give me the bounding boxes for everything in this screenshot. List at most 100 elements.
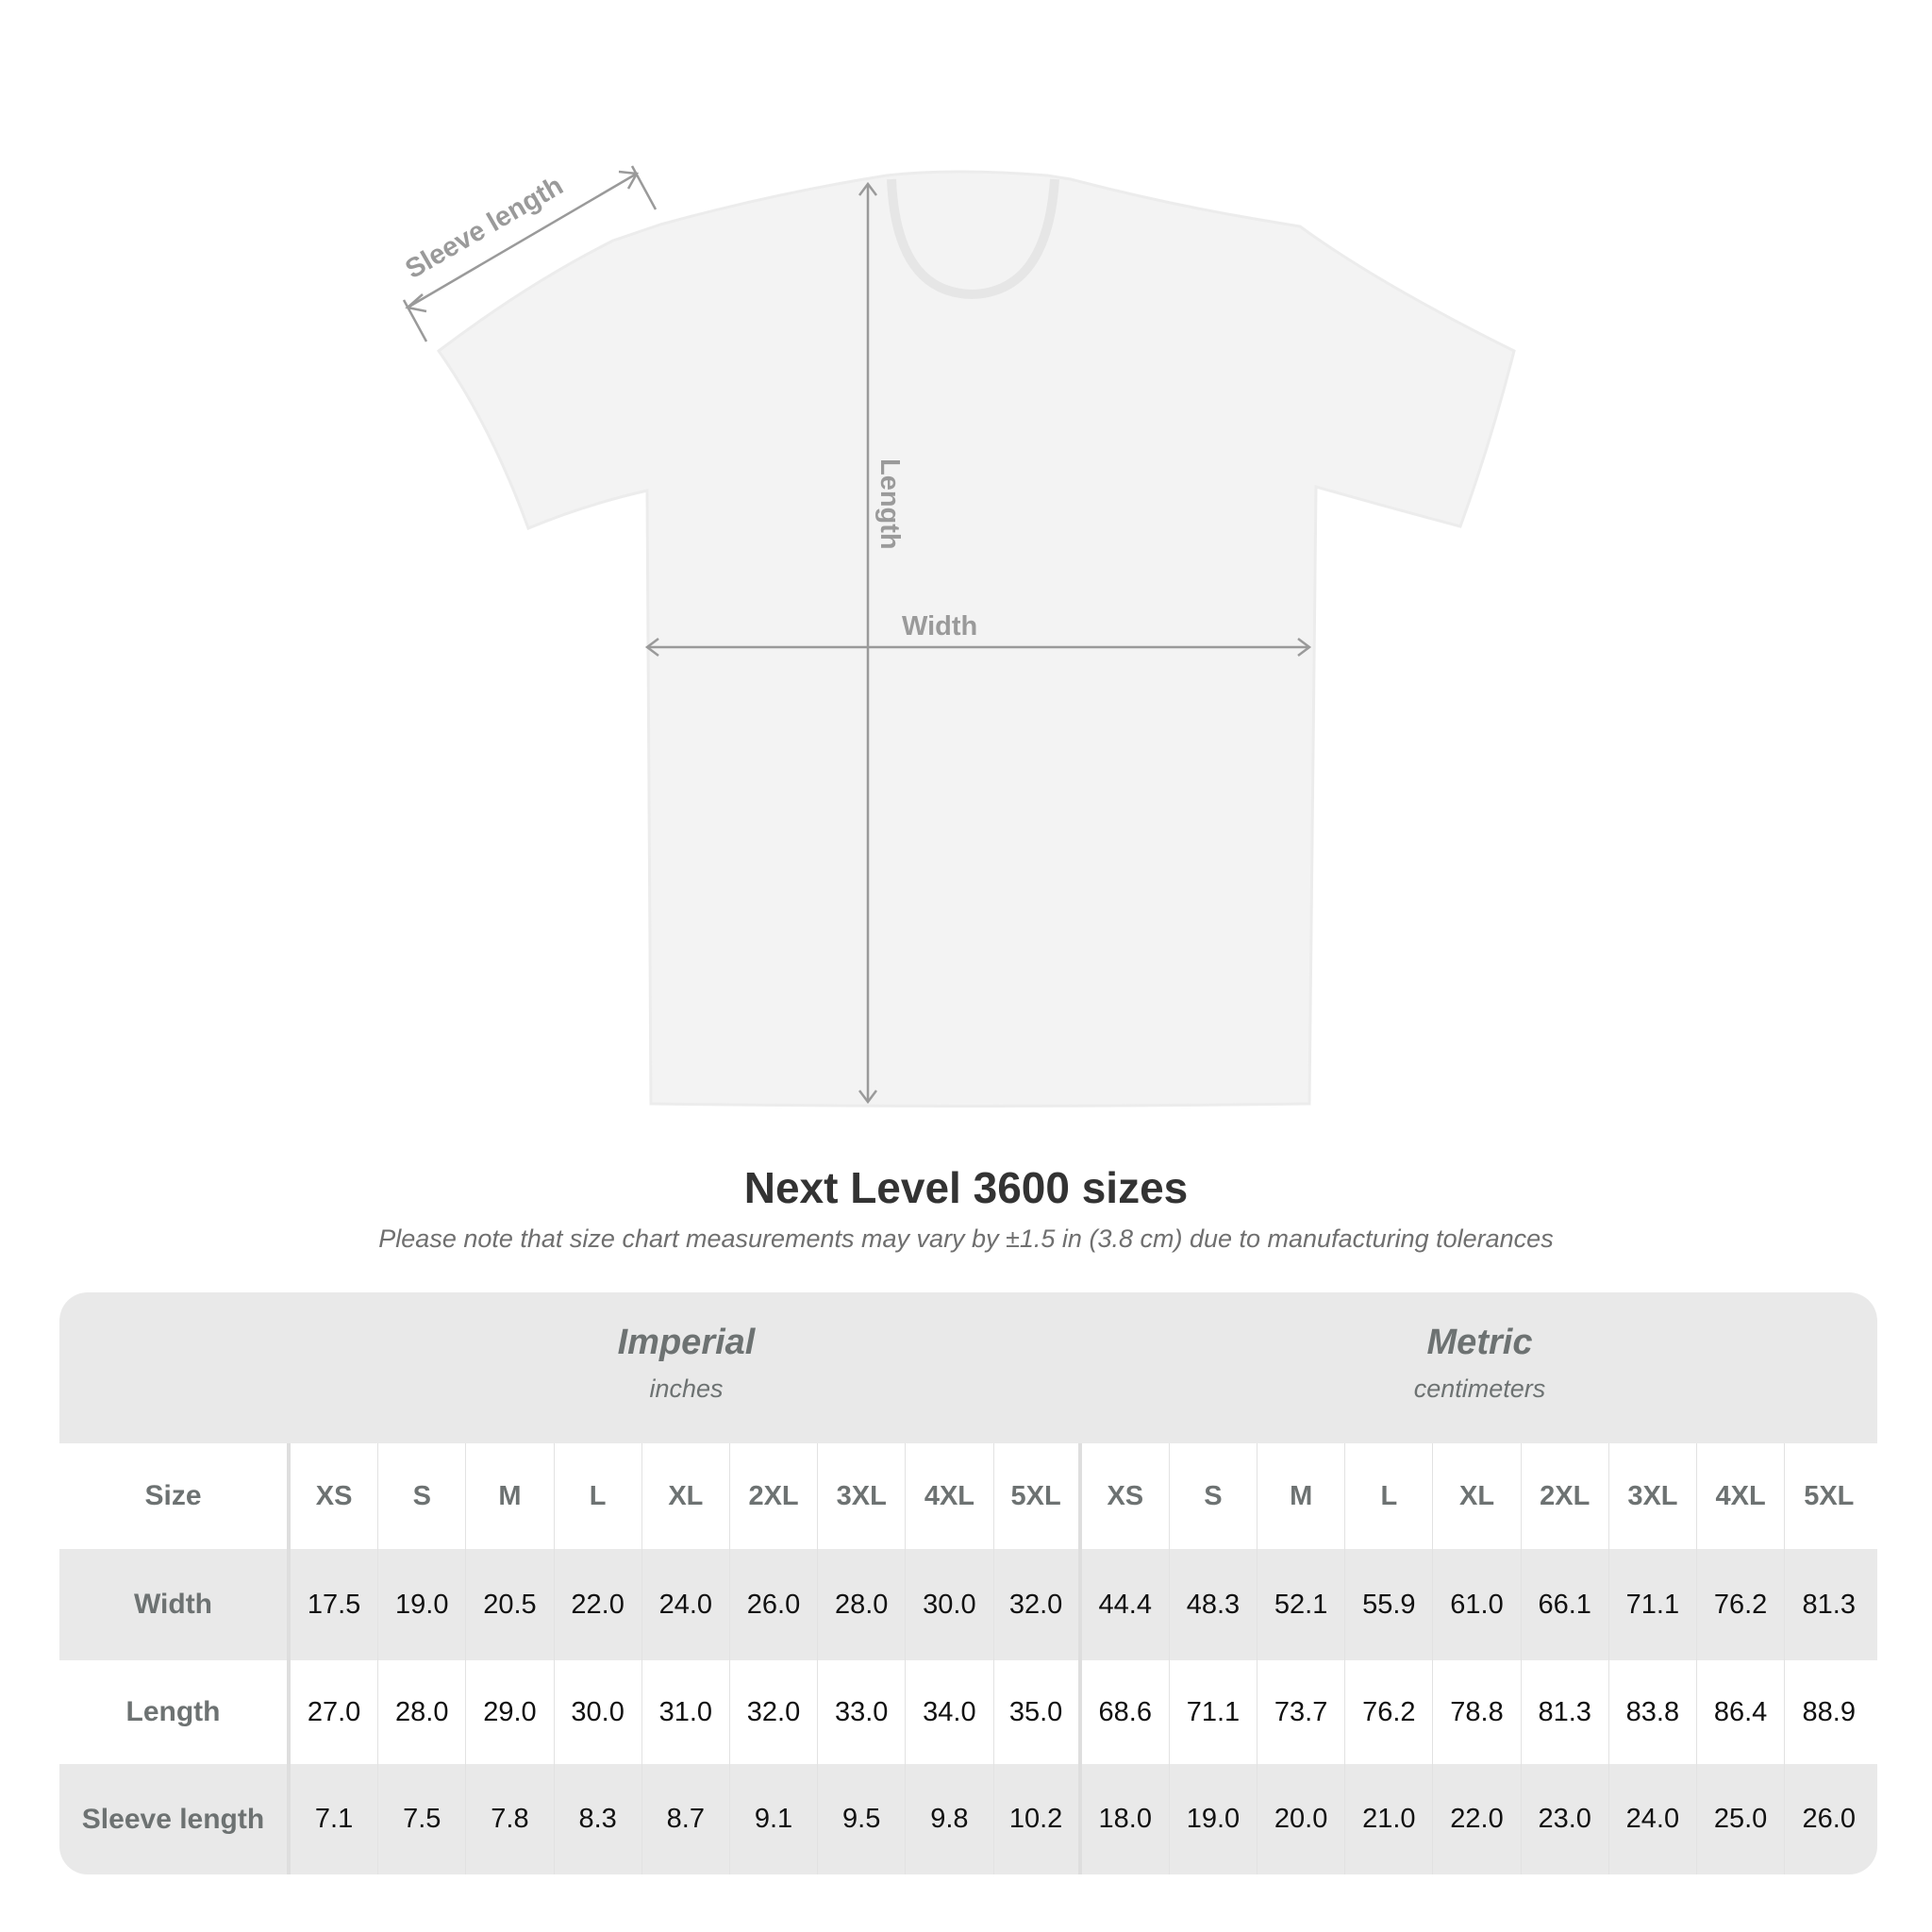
table-row: Length 27.0 28.0 29.0 30.0 31.0 32.0 33.0 34.0 35… <box>59 1660 1877 1764</box>
metric-value: 81.3 <box>1802 1589 1856 1620</box>
imperial-value: 35.0 <box>994 1660 1082 1764</box>
metric-unit: centimeters <box>1413 1374 1546 1403</box>
metric-header: Metric centimeters <box>1082 1292 1877 1443</box>
row-label: Length <box>59 1660 291 1764</box>
table-header-band <box>59 1292 1877 1443</box>
imperial-value: 8.3 <box>555 1764 642 1874</box>
size-header-imperial: 5XL <box>994 1443 1082 1549</box>
metric-value: 25.0 <box>1697 1764 1786 1874</box>
length-label: Length <box>874 458 905 550</box>
size-header-imperial: 3XL <box>818 1443 907 1549</box>
imperial-value: 28.0 <box>818 1549 907 1660</box>
metric-value: 26.0 <box>1802 1804 1856 1834</box>
metric-value: 88.9 <box>1802 1696 1856 1727</box>
size-header-imperial: XL <box>642 1443 730 1549</box>
metric-value: 21.0 <box>1345 1764 1434 1874</box>
imperial-value: 20.5 <box>466 1549 555 1660</box>
sleeve-arrow <box>407 172 638 309</box>
imperial-title: Imperial <box>617 1323 756 1362</box>
length-arrowhead-bottom <box>858 1090 877 1105</box>
size-header-metric: M <box>1257 1443 1346 1549</box>
imperial-value: 17.5 <box>291 1549 379 1660</box>
metric-value: 66.1 <box>1522 1549 1609 1660</box>
tshirt-diagram: Sleeve length Length Width <box>401 165 1516 1108</box>
metric-value: 20.0 <box>1257 1764 1346 1874</box>
imperial-value: 30.0 <box>906 1549 994 1660</box>
metric-value: 52.1 <box>1257 1549 1346 1660</box>
imperial-value: 33.0 <box>818 1660 907 1764</box>
size-header-imperial: XS <box>291 1443 379 1549</box>
imperial-value: 31.0 <box>642 1660 730 1764</box>
imperial-value: 7.5 <box>378 1764 467 1874</box>
row-label: Size <box>59 1443 291 1549</box>
size-chart-table: Imperial inches Metric centimeters Size X… <box>59 1292 1877 1874</box>
imperial-value: 24.0 <box>642 1549 730 1660</box>
metric-value: 86.4 <box>1697 1660 1786 1764</box>
metric-value: 48.3 <box>1170 1549 1258 1660</box>
metric-value: 73.7 <box>1257 1660 1346 1764</box>
metric-title: Metric <box>1426 1323 1533 1362</box>
imperial-value: 9.5 <box>818 1764 907 1874</box>
imperial-unit: inches <box>649 1374 724 1403</box>
table-row: Width 17.5 19.0 20.5 22.0 24.0 26.0 28.0 30.0 32.… <box>59 1549 1877 1660</box>
metric-value: 55.9 <box>1345 1549 1434 1660</box>
imperial-value: 8.7 <box>642 1764 730 1874</box>
metric-value: 83.8 <box>1609 1660 1697 1764</box>
sleeve-tick-start <box>402 299 428 342</box>
size-header-imperial: S <box>378 1443 467 1549</box>
size-header-metric: 4XL <box>1697 1443 1786 1549</box>
metric-value: 81.3 <box>1522 1660 1609 1764</box>
imperial-value: 10.2 <box>994 1764 1082 1874</box>
size-header-imperial: 2XL <box>730 1443 819 1549</box>
size-header-row: Size XS S M L XL 2XL 3XL 4XL 5XL XS S M L XL 2XL 3XL 4XL 5… <box>59 1443 1877 1549</box>
imperial-value: 22.0 <box>555 1549 642 1660</box>
size-header-imperial: L <box>555 1443 642 1549</box>
metric-value: 22.0 <box>1433 1764 1522 1874</box>
imperial-value: 34.0 <box>906 1660 994 1764</box>
imperial-value: 28.0 <box>378 1660 467 1764</box>
size-header-metric: 5XL <box>1804 1480 1855 1511</box>
size-header-imperial: 4XL <box>906 1443 994 1549</box>
metric-value: 19.0 <box>1170 1764 1258 1874</box>
metric-value: 18.0 <box>1082 1764 1170 1874</box>
imperial-value: 7.8 <box>466 1764 555 1874</box>
metric-value: 44.4 <box>1082 1549 1170 1660</box>
tshirt-collar <box>887 178 1059 300</box>
sleeve-arrowhead-end <box>618 170 640 190</box>
size-header-imperial: M <box>466 1443 555 1549</box>
size-header-metric: XL <box>1433 1443 1522 1549</box>
imperial-value: 27.0 <box>291 1660 379 1764</box>
width-arrowhead-left <box>644 638 659 657</box>
imperial-value: 30.0 <box>555 1660 642 1764</box>
imperial-value: 32.0 <box>994 1549 1082 1660</box>
imperial-value: 9.1 <box>730 1764 819 1874</box>
metric-value: 68.6 <box>1082 1660 1170 1764</box>
row-label: Sleeve length <box>59 1764 291 1874</box>
size-header-metric: XS <box>1082 1443 1170 1549</box>
tolerance-note: Please note that size chart measurements… <box>378 1224 1554 1253</box>
metric-value: 71.1 <box>1170 1660 1258 1764</box>
imperial-header: Imperial inches <box>291 1292 1082 1443</box>
metric-value: 76.2 <box>1345 1660 1434 1764</box>
metric-value: 24.0 <box>1609 1764 1697 1874</box>
imperial-value: 9.8 <box>906 1764 994 1874</box>
length-arrowhead-top <box>858 181 877 196</box>
metric-value: 71.1 <box>1609 1549 1697 1660</box>
imperial-value: 29.0 <box>466 1660 555 1764</box>
width-label: Width <box>902 611 977 641</box>
table-row: Sleeve length 7.1 7.5 7.8 8.3 8.7 9.1 9.5 9.8 10.… <box>59 1764 1877 1874</box>
size-header-metric: 3XL <box>1609 1443 1697 1549</box>
imperial-value: 32.0 <box>730 1660 819 1764</box>
width-arrowhead-right <box>1297 638 1312 657</box>
row-label: Width <box>59 1549 291 1660</box>
page-title: Next Level 3600 sizes <box>743 1163 1189 1212</box>
imperial-value: 26.0 <box>730 1549 819 1660</box>
sleeve-tick-end <box>630 165 658 210</box>
metric-value: 61.0 <box>1433 1549 1522 1660</box>
metric-value: 23.0 <box>1522 1764 1609 1874</box>
size-header-metric: S <box>1170 1443 1258 1549</box>
imperial-value: 7.1 <box>291 1764 379 1874</box>
size-header-metric: 2XL <box>1522 1443 1609 1549</box>
imperial-value: 19.0 <box>378 1549 467 1660</box>
metric-value: 78.8 <box>1433 1660 1522 1764</box>
